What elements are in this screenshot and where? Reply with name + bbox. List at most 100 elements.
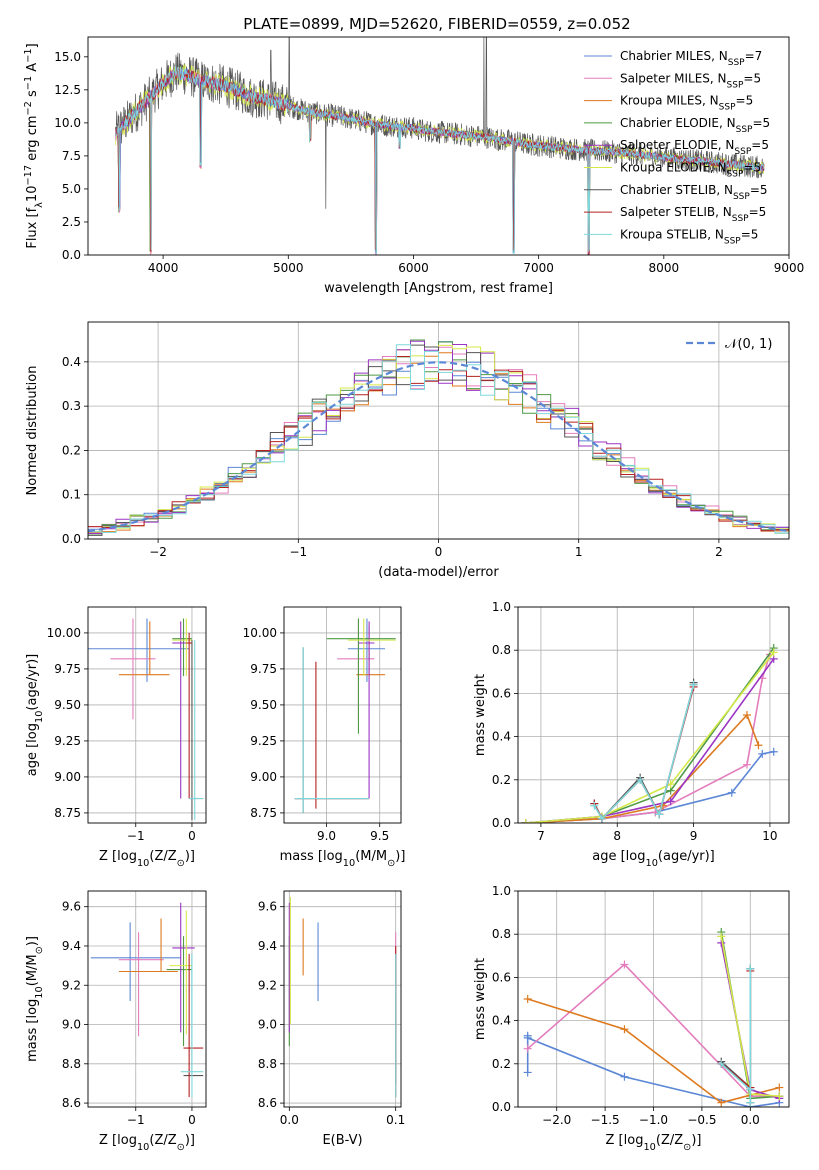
x-axis-label-part: (M/M	[355, 849, 387, 864]
legend-label: Kroupa STELIB, NSSP=5	[620, 227, 758, 246]
weight-line-chabrier_stelib	[720, 968, 752, 1103]
legend-label-part: SSP	[734, 147, 751, 157]
x-axis-label: (data-model)/error	[378, 565, 499, 580]
weight-marker-kroupa_elodie	[769, 648, 778, 657]
y-axis-label: mass [log10(M/M⊙)]	[25, 936, 45, 1062]
legend-label-part: =7	[745, 49, 763, 63]
plot-area-weight-vs-z	[523, 928, 784, 1107]
y-tick-label: 8.8	[258, 1057, 277, 1071]
legend-label-part: Kroupa ELODIE, N	[620, 161, 727, 175]
legend-label-part: =5	[736, 94, 754, 108]
weight-marker-salpeter_miles	[523, 1044, 532, 1053]
y-tick-label: 0.0	[492, 1100, 511, 1114]
weight-marker-kroupa_stelib	[717, 1059, 726, 1068]
y-tick-label: 8.6	[62, 1096, 81, 1110]
x-tick-label: 8000	[649, 261, 680, 275]
y-axis-label-part: 10	[34, 711, 45, 723]
x-axis-label-part: Z [log	[99, 849, 137, 864]
weight-line-salpeter_stelib	[593, 686, 695, 821]
x-axis-label-part: ⊙	[683, 1142, 691, 1153]
weight-marker-kroupa_stelib	[689, 680, 698, 689]
histogram-chabrier_stelib	[88, 344, 789, 536]
axes-frame	[283, 890, 402, 1108]
y-tick-label: 0.4	[492, 730, 511, 744]
plot-area-age-vs-z	[88, 618, 204, 821]
weight-marker-kroupa_miles	[754, 741, 763, 750]
panel-age-vs-mass: 9.0 9.5 8.75 9.00 9.25 9.50 9.75 10.00 mass [log…	[243, 606, 405, 869]
legend-label-part: =5	[750, 183, 768, 197]
legend-label-part: =5	[752, 116, 770, 130]
y-tick-label: 9.2	[62, 978, 81, 992]
legend-label-part: =5	[743, 161, 761, 175]
y-tick-label: 9.4	[258, 939, 277, 953]
y-axis-label: age [log10(age/yr)]	[25, 654, 45, 777]
y-axis-label: mass weight	[473, 958, 488, 1040]
histogram-salpeter_stelib	[88, 356, 789, 532]
y-tick-label: 9.75	[250, 662, 277, 676]
x-axis-label-part: mass [log	[280, 849, 343, 864]
legend-label: Salpeter ELODIE, NSSP=5	[620, 138, 769, 157]
legend-label-part: =5	[743, 71, 761, 85]
x-tick-label: 0.1	[386, 1113, 405, 1127]
x-axis-label-part: (age/yr)]	[658, 849, 715, 864]
y-tick-label: 5.0	[62, 182, 81, 196]
weight-marker-kroupa_elodie	[717, 932, 726, 941]
y-axis-label-part: −2	[23, 101, 34, 115]
y-tick-label: 0.4	[492, 1014, 511, 1028]
panel-mass-vs-z: −1 08.68.89.09.29.49.6Z [log10(Z/Z⊙)]mass…	[25, 890, 207, 1153]
x-tick-label: 10	[762, 829, 777, 843]
weight-marker-kroupa_miles	[775, 1083, 784, 1092]
axes-frame	[87, 606, 207, 824]
y-tick-label: 0.8	[492, 927, 511, 941]
y-tick-label: 0.2	[492, 773, 511, 787]
weight-marker-chabrier_miles	[523, 1068, 532, 1077]
y-tick-label: 0.0	[492, 816, 511, 830]
y-tick-label: 10.00	[243, 626, 277, 640]
legend-label: Salpeter STELIB, NSSP=5	[620, 205, 766, 224]
plot-area-age-vs-mass	[294, 618, 396, 813]
y-tick-label: 9.4	[62, 939, 81, 953]
y-axis-label-part: Flux [f	[25, 207, 40, 248]
legend-label-part: SSP	[732, 214, 749, 224]
x-tick-label: 9.5	[370, 829, 389, 843]
y-axis-label-part: (age/yr)]	[25, 654, 40, 711]
y-tick-label: 0.0	[62, 248, 81, 262]
y-axis-label-part: )]	[25, 936, 40, 946]
weight-marker-kroupa_stelib	[746, 1098, 755, 1107]
y-axis-label-part: (M/M	[25, 954, 40, 986]
plot-area-spectrum	[115, 37, 765, 255]
x-axis-label: Z [log10(Z/Z⊙)]	[99, 1133, 195, 1153]
y-axis-label-part: λ	[34, 202, 45, 208]
weight-marker-kroupa_miles	[717, 1098, 726, 1107]
y-tick-label: 9.0	[258, 1018, 277, 1032]
legend-label-part: SSP	[736, 125, 753, 135]
y-tick-label: 9.00	[250, 770, 277, 784]
x-tick-label: 9	[690, 829, 698, 843]
y-axis-label: Flux [fλ10−17 erg cm−2 s−1 A−1]	[23, 43, 45, 248]
weight-marker-kroupa_stelib	[746, 1085, 755, 1094]
weight-marker-kroupa_elodie	[521, 819, 530, 823]
legend-label: Kroupa MILES, NSSP=5	[620, 94, 753, 113]
x-axis-label-part: age [log	[592, 849, 645, 864]
y-axis-label-part: −17	[23, 165, 34, 186]
weight-marker-kroupa_miles	[743, 711, 752, 719]
legend-label-part: Kroupa STELIB, N	[620, 227, 724, 241]
y-tick-label: 9.25	[54, 734, 81, 748]
x-tick-label: −1.0	[639, 1113, 668, 1127]
legend-label: 𝒩(0, 1)	[725, 337, 772, 352]
y-axis-label-part: ]	[25, 43, 40, 48]
y-tick-label: 9.00	[54, 770, 81, 784]
weight-line-salpeter_miles	[527, 963, 780, 1097]
x-tick-label: −2.0	[542, 1113, 571, 1127]
legend-label-part: Chabrier ELODIE, N	[620, 116, 736, 130]
x-tick-label: 2	[715, 545, 723, 559]
x-tick-label: 4000	[148, 261, 179, 275]
y-axis-label: Normed distribution	[25, 366, 40, 496]
legend-label-part: =5	[751, 138, 769, 152]
y-tick-label: 12.5	[54, 83, 81, 97]
legend-label-part: SSP	[733, 192, 750, 202]
y-tick-label: 0.2	[492, 1057, 511, 1071]
x-tick-label: 7	[537, 829, 545, 843]
